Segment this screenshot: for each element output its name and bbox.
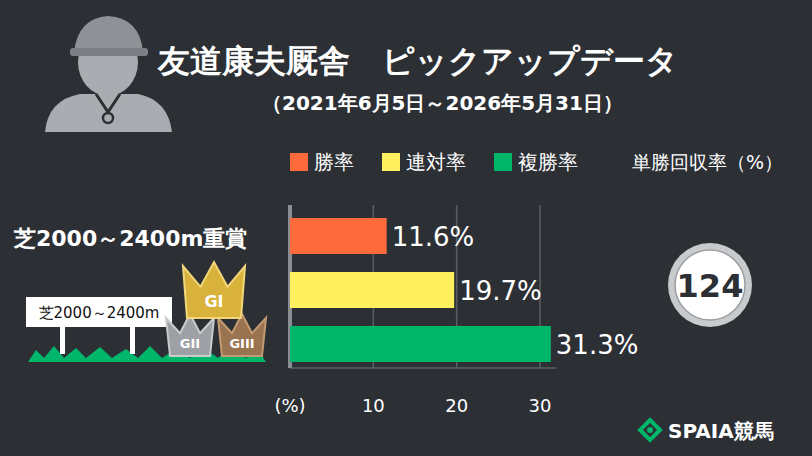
legend-label: 複勝率: [518, 150, 578, 174]
return-rate-value: 124: [677, 267, 744, 305]
axis-line: [290, 367, 557, 369]
icon-cap: [74, 16, 143, 52]
icon-whistle: [103, 113, 113, 123]
sign-board: [26, 297, 172, 327]
sign-text: 芝2000～2400m: [39, 304, 160, 322]
trainer-icon: [45, 16, 172, 132]
data-label: 19.7%: [459, 276, 542, 306]
icon-cap-brim: [70, 48, 148, 56]
category-label: 芝2000～2400m重賞: [13, 226, 247, 251]
background: [0, 0, 812, 456]
x-axis: (%) 10 20 30: [274, 205, 556, 416]
bar: [290, 272, 454, 308]
sign-post: [60, 326, 65, 354]
legend-label: 連対率: [406, 150, 466, 174]
bars: [290, 218, 551, 362]
crown: [218, 314, 266, 356]
grade-label: GIII: [229, 336, 254, 351]
legend-swatch: [494, 153, 512, 171]
legend-label: 勝率: [314, 150, 354, 174]
brand-logo: [640, 420, 660, 440]
return-rate-label: 単勝回収率（%）: [632, 151, 783, 173]
badge-outer: [668, 243, 752, 327]
tick-label: 20: [445, 395, 468, 416]
chart: 友道康夫厩舎 ピックアップデータ （2021年6月5日～2026年5月31日） 勝率…: [0, 0, 812, 456]
title: 友道康夫厩舎 ピックアップデータ: [157, 42, 678, 80]
illustration: 芝2000～2400m GII GIII GI: [26, 262, 266, 362]
tick-label: (%): [274, 395, 305, 416]
data-label: 31.3%: [556, 330, 639, 360]
brand-text: SPAIA競馬: [668, 419, 774, 443]
legend-swatch: [290, 153, 308, 171]
brand: SPAIA競馬: [640, 419, 774, 443]
return-rate-badge: 124: [668, 243, 752, 327]
icon-shoulders: [45, 94, 172, 132]
bar: [290, 326, 551, 362]
tick-label: 30: [529, 395, 552, 416]
data-label: 11.6%: [392, 222, 475, 252]
data-labels: 11.6% 19.7% 31.3%: [392, 222, 639, 360]
legend: 勝率 連対率 複勝率 単勝回収率（%）: [290, 150, 783, 174]
badge-inner: [675, 250, 745, 320]
icon-collar: [96, 94, 120, 112]
bar: [290, 218, 387, 254]
sign-post: [130, 326, 135, 354]
brand-logo-dot: [647, 427, 653, 433]
grade-label: GI: [204, 292, 223, 311]
legend-swatch: [382, 153, 400, 171]
crown: [166, 314, 214, 356]
grade-label: GII: [180, 336, 200, 351]
tick-label: 10: [362, 395, 385, 416]
subtitle: （2021年6月5日～2026年5月31日）: [262, 91, 623, 115]
crown: [183, 262, 245, 318]
